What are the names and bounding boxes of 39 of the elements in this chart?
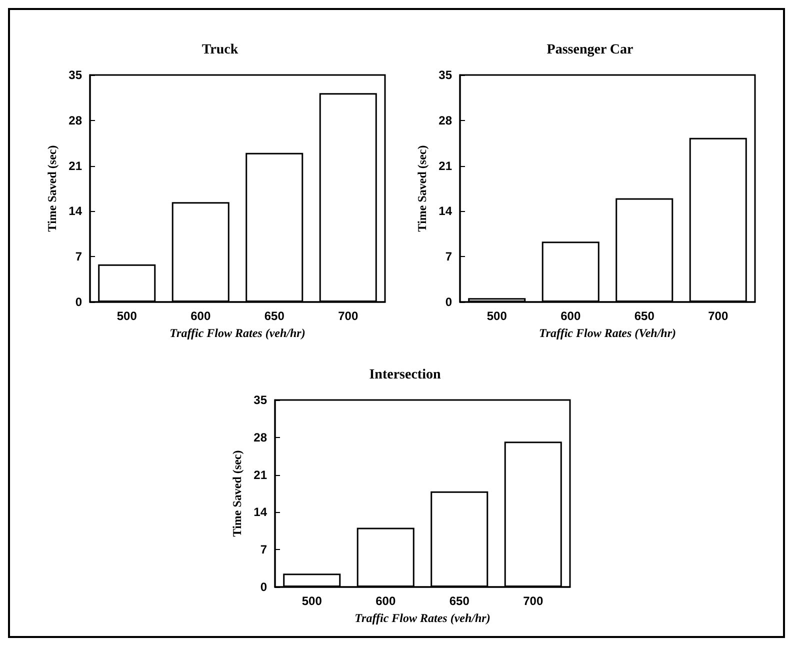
y-axis-title: Time Saved (sec) xyxy=(230,450,244,537)
x-axis-title: Traffic Flow Rates (veh/hr) xyxy=(354,610,490,625)
y-axis-title: Time Saved (sec) xyxy=(44,145,59,232)
y-tick-label: 14 xyxy=(438,204,452,218)
y-tick-label: 35 xyxy=(438,68,452,82)
x-tick-label: 500 xyxy=(486,309,508,323)
y-tick-label: 7 xyxy=(75,250,82,264)
x-tick-label: 650 xyxy=(449,594,470,608)
y-tick-label: 21 xyxy=(254,468,268,482)
x-tick-label: 600 xyxy=(560,309,581,323)
y-tick-label: 0 xyxy=(75,295,82,309)
x-tick-label: 650 xyxy=(634,309,655,323)
x-tick-label: 700 xyxy=(338,309,358,323)
y-tick-label: 7 xyxy=(260,542,268,557)
y-tick-label: 21 xyxy=(68,158,82,173)
x-axis-title: Traffic Flow Rates (Veh/hr) xyxy=(538,326,676,340)
y-tick-label: 0 xyxy=(445,295,452,309)
y-tick-label: 35 xyxy=(68,68,82,82)
x-tick-label: 650 xyxy=(264,309,285,323)
y-tick-label: 35 xyxy=(254,393,268,407)
chart-title: Truck xyxy=(202,42,238,58)
y-tick-label: 7 xyxy=(445,250,452,264)
y-tick-label: 14 xyxy=(254,505,268,520)
y-tick-label: 28 xyxy=(68,113,82,128)
chart-title: Passenger Car xyxy=(546,42,634,58)
y-tick-label: 28 xyxy=(438,113,452,128)
y-axis-title: Time Saved (sec) xyxy=(414,145,429,232)
y-tick-label: 28 xyxy=(254,430,268,444)
x-tick-label: 600 xyxy=(376,594,396,608)
x-tick-label: 700 xyxy=(523,594,544,608)
x-axis-title: Traffic Flow Rates (veh/hr) xyxy=(170,326,306,340)
x-tick-label: 500 xyxy=(116,309,138,323)
x-tick-label: 600 xyxy=(190,309,211,323)
x-tick-label: 500 xyxy=(302,594,322,608)
y-tick-label: 21 xyxy=(438,158,452,173)
x-tick-label: 700 xyxy=(708,309,728,323)
chart-title: Intersection xyxy=(369,368,441,382)
y-tick-label: 0 xyxy=(260,580,268,594)
y-tick-label: 14 xyxy=(68,204,82,218)
